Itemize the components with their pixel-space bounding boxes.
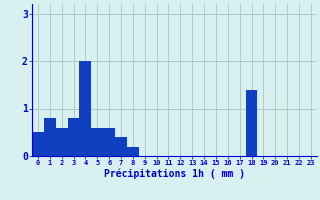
Bar bbox=[127, 146, 139, 156]
Bar bbox=[56, 128, 68, 156]
Bar bbox=[32, 132, 44, 156]
Bar bbox=[115, 137, 127, 156]
Bar bbox=[68, 118, 79, 156]
Bar bbox=[79, 61, 91, 156]
Bar bbox=[91, 128, 103, 156]
X-axis label: Précipitations 1h ( mm ): Précipitations 1h ( mm ) bbox=[104, 169, 245, 179]
Bar bbox=[44, 118, 56, 156]
Bar bbox=[103, 128, 115, 156]
Bar bbox=[246, 90, 258, 156]
